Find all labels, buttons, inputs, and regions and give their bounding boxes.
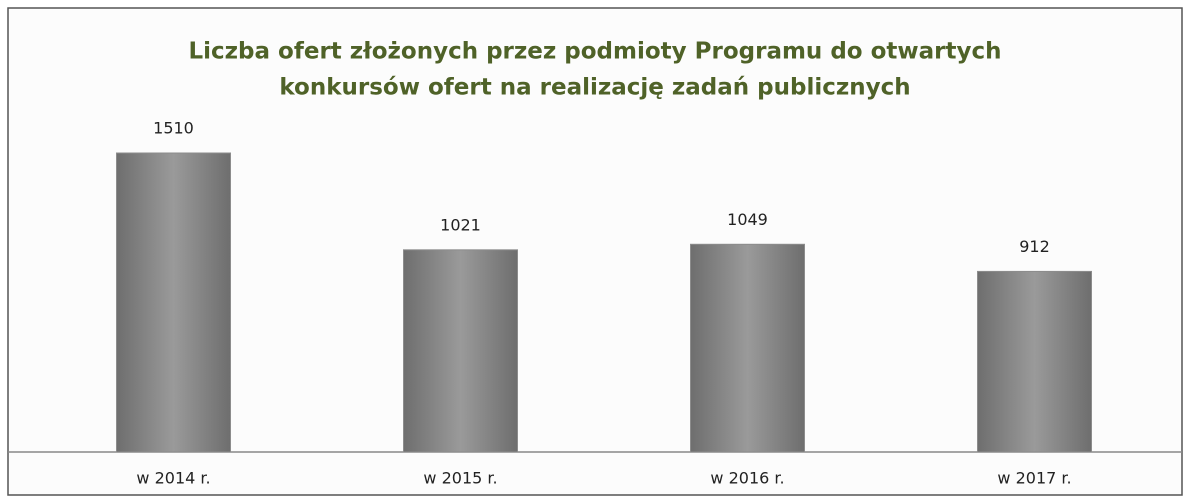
x-tick-label: w 2016 r.	[710, 469, 784, 488]
x-tick-label: w 2015 r.	[423, 469, 497, 488]
bar	[690, 243, 805, 453]
chart-title: Liczba ofert złożonych przez podmioty Pr…	[188, 39, 1001, 65]
x-tick-label: w 2014 r.	[136, 469, 210, 488]
value-label: 912	[1019, 237, 1050, 256]
x-tick-label: w 2017 r.	[997, 469, 1071, 488]
chart-title: konkursów ofert na realizację zadań publ…	[279, 75, 910, 101]
bar	[116, 152, 231, 453]
bar	[403, 249, 518, 453]
bar	[977, 270, 1092, 453]
value-label: 1021	[440, 215, 481, 234]
value-label: 1510	[153, 119, 194, 138]
value-label: 1049	[727, 210, 768, 229]
